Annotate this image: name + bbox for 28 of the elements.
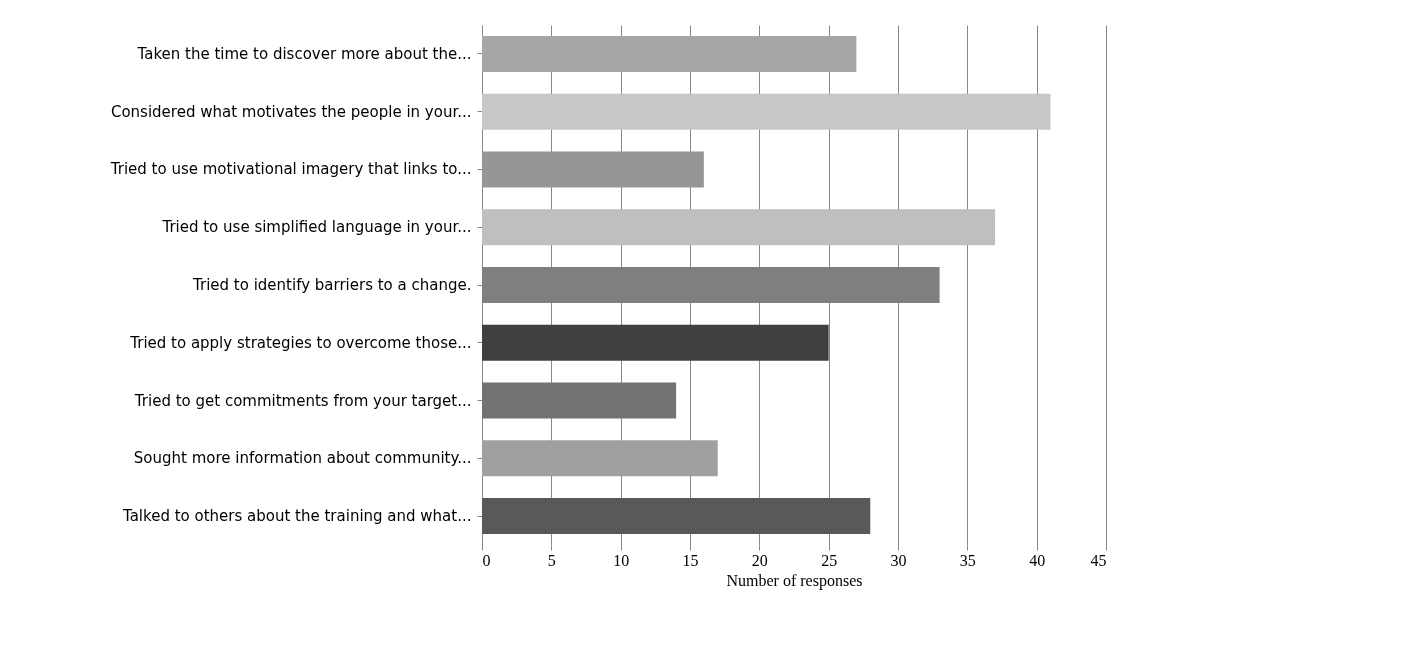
y-tick-label: Considered what motivates the people in your... [110, 102, 472, 121]
y-tick-label: Taken the time to discover more about the... [136, 44, 472, 63]
bar [482, 498, 871, 535]
x-tick-label: 30 [890, 551, 907, 569]
x-tick-label: 10 [613, 551, 630, 569]
bar [482, 382, 677, 419]
x-tick-label: 25 [821, 551, 838, 569]
x-tick-label: 15 [682, 551, 699, 569]
y-tick-label: Sought more information about community... [133, 449, 472, 468]
x-tick-label: 40 [1029, 551, 1046, 569]
bar [482, 324, 829, 361]
y-tick-label: Tried to get commitments from your target... [133, 391, 472, 410]
y-tick-label: Tried to use simplified language in your... [161, 218, 472, 237]
bar [482, 209, 996, 246]
y-tick-label: Tried to apply strategies to overcome those... [129, 333, 472, 352]
bar [482, 440, 718, 477]
x-axis-title: Number of responses [726, 571, 863, 590]
bar [482, 151, 704, 188]
bar [482, 93, 1051, 130]
x-tick-label: 20 [751, 551, 768, 569]
x-tick-label: 0 [482, 551, 491, 569]
bar [482, 35, 857, 72]
x-tick-label: 45 [1090, 551, 1107, 569]
y-tick-label: Tried to identify barriers to a change. [192, 276, 472, 294]
x-tick-label: 35 [959, 551, 976, 569]
y-tick-label: Talked to others about the training and what... [121, 507, 472, 526]
y-tick-label: Tried to use motivational imagery that links to... [109, 160, 472, 179]
x-tick-label: 5 [547, 551, 556, 569]
